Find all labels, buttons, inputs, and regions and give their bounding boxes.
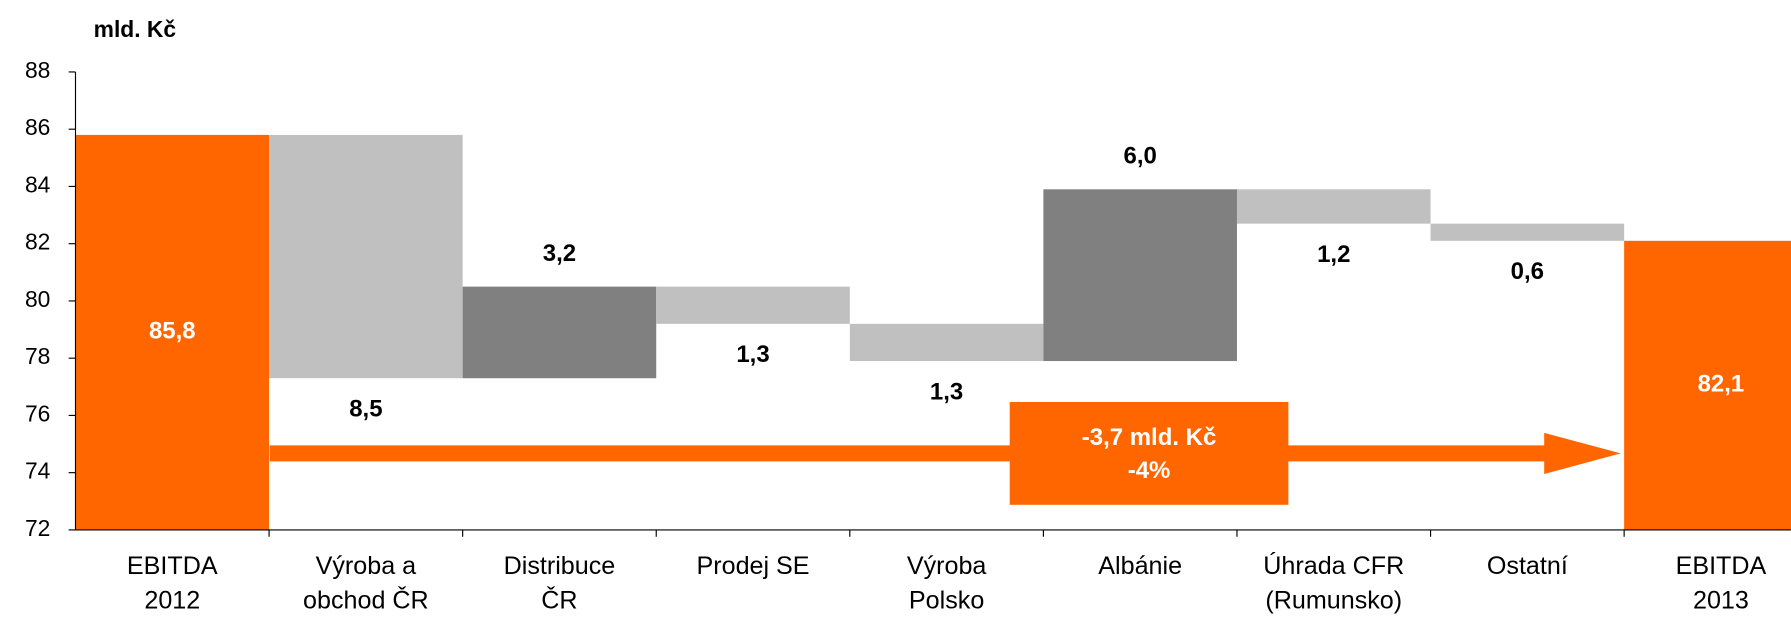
value-label: 3,2	[543, 240, 576, 267]
value-label: 85,8	[149, 318, 196, 345]
y-tick-label: 76	[25, 400, 50, 426]
bar	[269, 134, 463, 379]
bar	[462, 286, 657, 379]
y-tick-label: 82	[25, 229, 50, 255]
value-label: 1,3	[930, 378, 963, 405]
value-label: 0,6	[1511, 258, 1544, 285]
plot	[75, 134, 1791, 530]
x-tick-label: ČR	[541, 586, 577, 615]
y-tick-label: 88	[25, 57, 50, 83]
bar	[1624, 240, 1791, 530]
y-tick-label: 80	[25, 286, 50, 312]
x-tick-label: Albánie	[1098, 552, 1182, 580]
x-tick-label: 2012	[144, 587, 200, 615]
x-tick-label: obchod ČR	[303, 586, 429, 615]
y-axis-label: mld. Kč	[94, 16, 177, 42]
y-tick-label: 78	[25, 343, 50, 369]
x-tick-label: EBITDA	[127, 552, 218, 580]
bar	[1043, 189, 1237, 362]
bar	[849, 323, 1044, 362]
x-tick-label: 2013	[1693, 587, 1749, 615]
bar	[656, 286, 850, 324]
y-tick-label: 86	[25, 114, 50, 140]
value-label: 6,0	[1124, 143, 1157, 170]
bar	[75, 134, 270, 530]
x-tick-label: Ostatní	[1487, 552, 1568, 580]
x-tick-label: EBITDA	[1676, 552, 1767, 580]
value-label: 82,1	[1698, 371, 1745, 398]
y-tick-label: 84	[25, 171, 51, 197]
value-label: 8,5	[349, 396, 382, 423]
x-tick-label: Polsko	[909, 587, 984, 615]
x-tick-label: Distribuce	[504, 552, 616, 580]
x-tick-label: (Rumunsko)	[1265, 587, 1402, 615]
x-tick-label: Prodej SE	[696, 552, 809, 580]
y-tick-label: 72	[25, 515, 50, 541]
bar	[1430, 223, 1625, 241]
x-tick-label: Úhrada CFR	[1263, 551, 1404, 580]
x-tick-label: Výroba	[907, 552, 987, 580]
annotation-box	[1009, 402, 1289, 505]
value-label: 1,3	[736, 341, 769, 368]
bar	[1236, 189, 1431, 224]
arrow-head	[1544, 432, 1621, 474]
value-label: 1,2	[1317, 241, 1350, 268]
x-tick-label: Výroba a	[316, 552, 417, 580]
y-tick-label: 74	[25, 458, 51, 484]
annotation-text: -4%	[1128, 457, 1171, 484]
annotation-text: -3,7 mld. Kč	[1082, 424, 1217, 451]
